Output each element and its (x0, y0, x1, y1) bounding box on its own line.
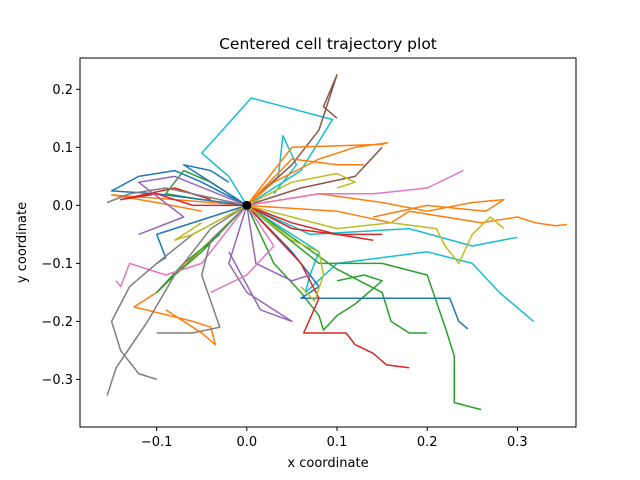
trajectory-line-2 (246, 204, 535, 322)
x-tick-label: 0.1 (327, 435, 348, 450)
x-axis-label: x coordinate (287, 456, 368, 471)
trajectory-line-36 (246, 204, 505, 265)
y-tick-label: 0.2 (52, 83, 73, 98)
axis-ticks: −0.1 0.0 0.1 0.2 0.3 −0.3 −0.2 −0.1 0.0 0.1 0.2 (41, 83, 527, 450)
trajectory-line-28 (246, 205, 311, 282)
trajectory-line-11 (110, 194, 247, 212)
trajectory-line-9 (246, 193, 505, 218)
chart-title: Centered cell trajectory plot (219, 35, 437, 53)
trajectory-line-7 (246, 141, 389, 206)
trajectory-line-26 (228, 205, 293, 323)
trajectory-line-3 (246, 204, 518, 247)
axes-frame (79, 57, 577, 428)
trajectory-line-27 (137, 175, 248, 236)
trajectory-line-23 (246, 204, 410, 369)
trajectory-line-33 (110, 204, 248, 381)
y-tick-label: 0.1 (52, 141, 73, 156)
trajectory-line-34 (106, 187, 247, 207)
x-tick-label: 0.2 (417, 435, 438, 450)
y-tick-label: −0.2 (41, 315, 73, 330)
trajectory-line-35 (156, 204, 248, 334)
trajectory-line-12 (246, 158, 365, 206)
trajectory-line-20 (182, 164, 248, 207)
x-tick-label: −0.1 (141, 435, 173, 450)
y-axis-label: y coordinate (15, 202, 30, 283)
y-tick-label: 0.0 (52, 199, 73, 214)
trajectory-line-32 (106, 204, 248, 396)
x-tick-label: 0.3 (507, 435, 528, 450)
trajectory-line-6 (246, 146, 383, 207)
y-tick-label: −0.1 (41, 257, 73, 272)
x-tick-label: 0.0 (236, 435, 257, 450)
trajectory-line-5 (246, 74, 338, 206)
trajectory-line-37 (246, 204, 325, 302)
trajectory-line-24 (119, 187, 247, 207)
trajectory-line-39 (173, 204, 248, 241)
trajectory-line-22 (246, 204, 374, 241)
trajectory-line-8 (246, 204, 568, 227)
y-tick-label: −0.3 (41, 373, 73, 388)
trajectory-line-25 (246, 204, 383, 236)
trajectory-line-31 (210, 204, 275, 294)
trajectory-line-38 (246, 172, 356, 207)
trajectory-line-1 (200, 97, 334, 207)
trajectory-line-29 (246, 169, 464, 207)
origin-marker (242, 200, 252, 210)
plot-area (106, 74, 568, 411)
trajectory-line-15 (246, 204, 428, 334)
trajectory-line-30 (115, 204, 248, 288)
